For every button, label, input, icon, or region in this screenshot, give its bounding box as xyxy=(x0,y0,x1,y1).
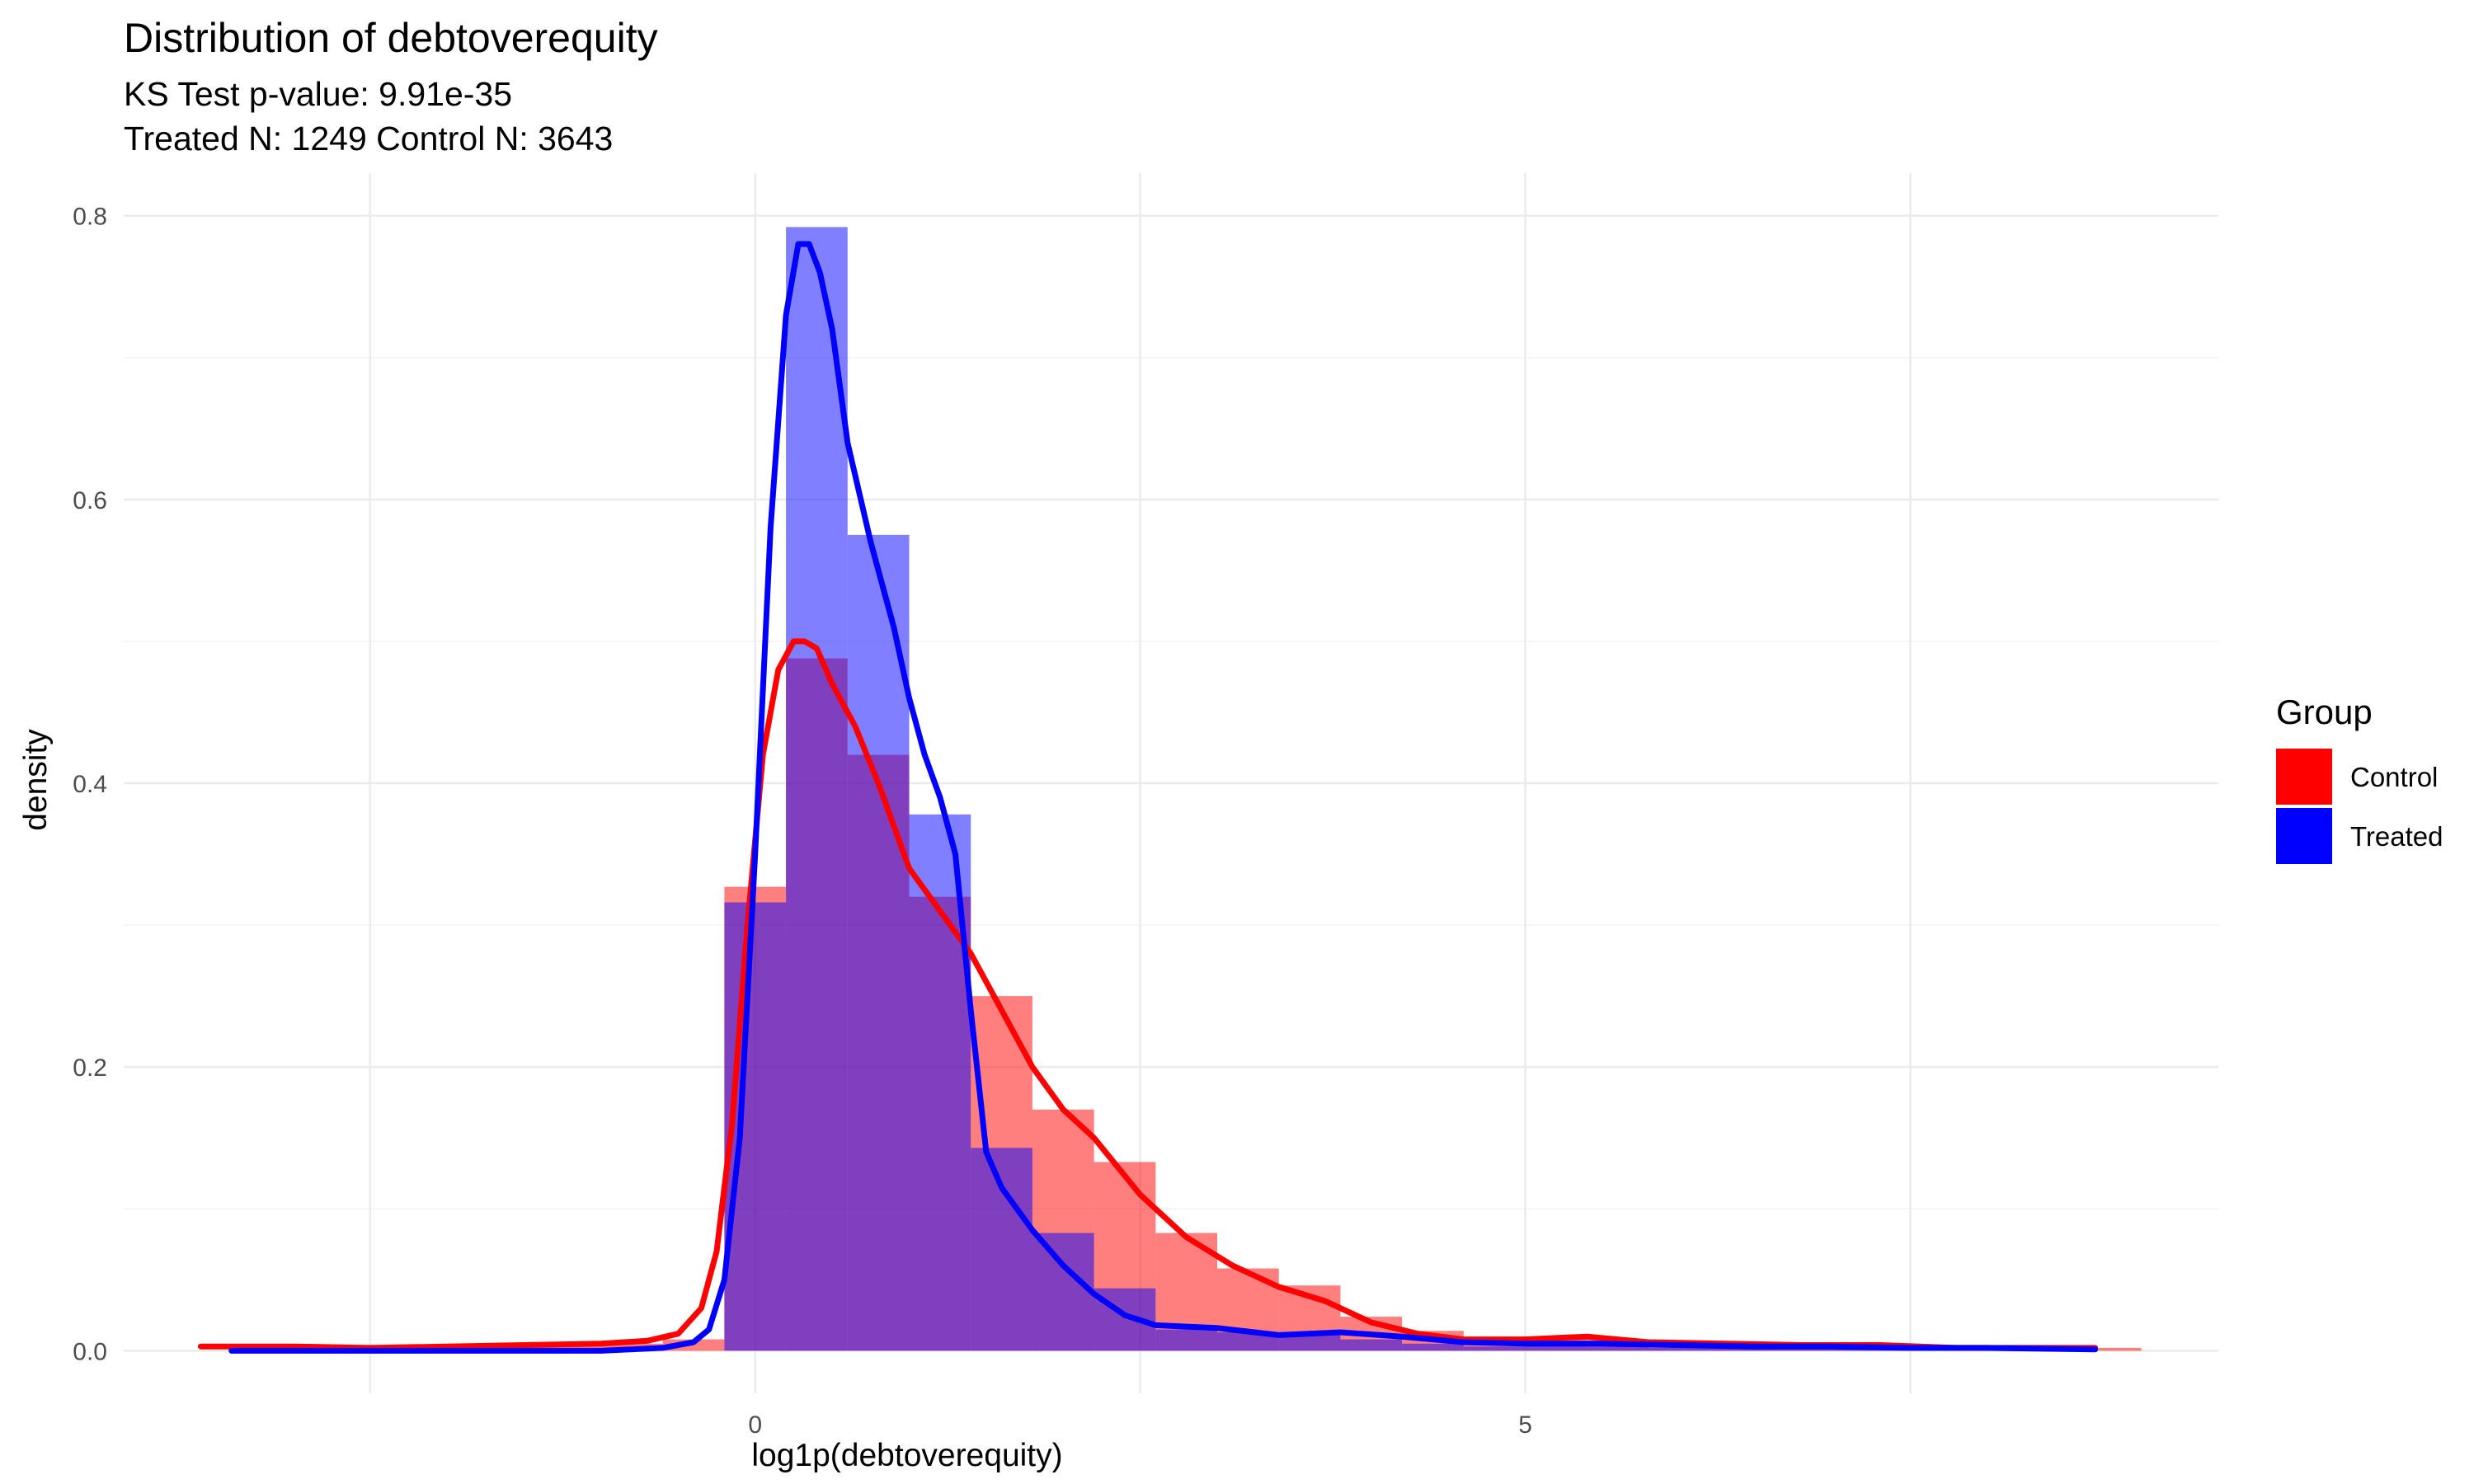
legend: Group Control Treated xyxy=(2276,693,2443,864)
y-tick-label: 0.6 xyxy=(73,487,107,514)
histogram-bar-treated xyxy=(1278,1333,1341,1351)
chart-subtitle-sample-sizes: Treated N: 1249 Control N: 3643 xyxy=(124,120,614,157)
histogram-bar-treated xyxy=(786,227,848,1351)
chart-title: Distribution of debtoverequity xyxy=(124,15,658,61)
y-tick-label: 0.8 xyxy=(73,204,107,231)
y-tick-label: 0.4 xyxy=(73,771,107,798)
density-curve-treated xyxy=(228,241,2099,1354)
grid-lines xyxy=(124,173,2218,1393)
histogram-bar-treated xyxy=(1402,1343,1464,1351)
histogram-bar-treated xyxy=(1587,1346,1649,1351)
histogram-bar-treated xyxy=(971,1148,1032,1351)
histogram-bar-treated xyxy=(1771,1349,1834,1351)
histogram-bar-control xyxy=(2079,1347,2142,1351)
legend-swatch-control xyxy=(2276,749,2332,805)
histogram-bar-treated xyxy=(1217,1332,1279,1351)
histogram-bar-treated xyxy=(1340,1339,1403,1351)
y-axis-label: density xyxy=(18,729,54,831)
histogram-bar-treated xyxy=(1648,1347,1710,1351)
histogram-bar-treated xyxy=(724,902,787,1351)
y-tick-label: 0.2 xyxy=(73,1054,107,1082)
histogram-bars xyxy=(231,227,2142,1351)
histogram-bar-treated xyxy=(847,534,910,1351)
histogram-bar-treated xyxy=(1710,1347,1772,1351)
legend-title: Group xyxy=(2276,693,2373,731)
histogram-bar-treated xyxy=(1525,1345,1587,1351)
legend-swatch-treated xyxy=(2276,808,2332,864)
x-axis-label: log1p(debtoverequity) xyxy=(751,1438,1062,1473)
legend-label-control: Control xyxy=(2350,762,2438,792)
histogram-bar-treated xyxy=(1155,1329,1218,1351)
chart-subtitle-ks-test: KS Test p-value: 9.91e-35 xyxy=(124,75,513,113)
x-tick-label: 0 xyxy=(748,1411,762,1439)
y-tick-label: 0.0 xyxy=(73,1338,107,1365)
histogram-bar-treated xyxy=(1463,1346,1526,1351)
tick-labels: 0.0 0.2 0.4 0.6 0.8 0 5 xyxy=(73,204,1532,1439)
density-curve-control xyxy=(197,638,2099,1351)
x-tick-label: 5 xyxy=(1518,1411,1532,1439)
density-curves xyxy=(197,241,2099,1354)
histogram-bar-treated xyxy=(1032,1233,1094,1351)
legend-label-treated: Treated xyxy=(2350,821,2443,852)
